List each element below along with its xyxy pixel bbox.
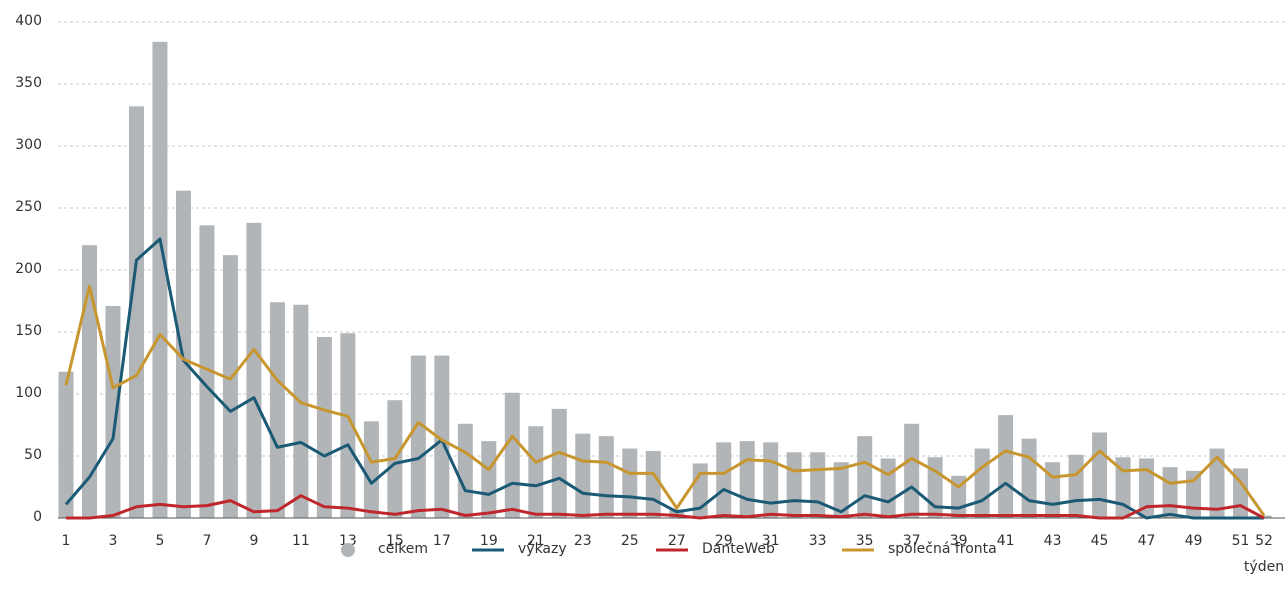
x-tick-label: 19 bbox=[480, 533, 498, 549]
x-tick-label: 5 bbox=[155, 533, 164, 549]
bar bbox=[269, 302, 285, 518]
bar bbox=[622, 448, 638, 518]
x-tick-label: 33 bbox=[809, 533, 827, 549]
bar bbox=[927, 457, 943, 518]
bar bbox=[152, 41, 168, 519]
x-tick-label: 35 bbox=[856, 533, 874, 549]
y-tick-label: 50 bbox=[24, 447, 42, 463]
bar bbox=[363, 421, 379, 518]
bar bbox=[58, 371, 74, 518]
x-tick-label: 27 bbox=[668, 533, 686, 549]
bar bbox=[1068, 454, 1084, 518]
x-tick-label: 3 bbox=[109, 533, 118, 549]
y-tick-label: 200 bbox=[15, 261, 42, 277]
x-tick-label: 43 bbox=[1044, 533, 1062, 549]
bar bbox=[1045, 462, 1061, 518]
bar bbox=[81, 245, 97, 518]
bar bbox=[551, 408, 567, 518]
bar bbox=[457, 423, 473, 518]
bar bbox=[504, 392, 520, 518]
line bbox=[64, 237, 1264, 520]
bar bbox=[481, 441, 497, 518]
bar bbox=[716, 442, 732, 518]
legend-marker bbox=[341, 543, 355, 557]
legend-label: DanteWeb bbox=[702, 541, 775, 557]
bar bbox=[669, 509, 685, 518]
y-tick-label: 250 bbox=[15, 199, 42, 215]
bar bbox=[974, 448, 990, 518]
bar bbox=[316, 336, 332, 518]
bar bbox=[857, 436, 873, 518]
bar bbox=[105, 305, 121, 518]
x-tick-label: 7 bbox=[202, 533, 211, 549]
x-tick-label: 11 bbox=[292, 533, 310, 549]
x-tick-label: 23 bbox=[574, 533, 592, 549]
bar bbox=[880, 458, 896, 518]
x-tick-label: 39 bbox=[950, 533, 968, 549]
line bbox=[64, 284, 1266, 517]
line bbox=[66, 494, 1265, 520]
bar bbox=[598, 436, 614, 518]
y-tick-label: 350 bbox=[15, 75, 42, 91]
bar bbox=[575, 433, 591, 518]
x-tick-label: 52 bbox=[1255, 533, 1273, 549]
legend-label: společná fronta bbox=[888, 541, 997, 557]
x-tick-label: 1 bbox=[62, 533, 71, 549]
bar bbox=[1186, 470, 1202, 518]
bar bbox=[998, 415, 1014, 518]
bar bbox=[1162, 467, 1178, 518]
bar bbox=[410, 355, 426, 518]
bar bbox=[222, 255, 238, 518]
x-tick-label: 17 bbox=[433, 533, 451, 549]
x-tick-label: 25 bbox=[621, 533, 639, 549]
bar bbox=[199, 225, 215, 519]
x-tick-label: 51 bbox=[1232, 533, 1250, 549]
bar bbox=[739, 441, 755, 518]
x-tick-label: 45 bbox=[1091, 533, 1109, 549]
y-tick-label: 400 bbox=[15, 13, 42, 29]
bar bbox=[128, 106, 144, 518]
x-tick-label: 41 bbox=[997, 533, 1015, 549]
bar bbox=[340, 333, 356, 518]
x-tick-label: 15 bbox=[386, 533, 404, 549]
bar bbox=[833, 462, 849, 518]
legend-label: výkazy bbox=[518, 541, 567, 557]
y-tick-label: 150 bbox=[15, 323, 42, 339]
bar bbox=[763, 442, 779, 518]
bar bbox=[246, 222, 262, 518]
x-tick-label: 21 bbox=[527, 533, 545, 549]
y-tick-label: 300 bbox=[15, 137, 42, 153]
bar bbox=[1092, 432, 1108, 518]
x-axis-label: týden bbox=[1244, 559, 1284, 575]
x-tick-label: 49 bbox=[1185, 533, 1203, 549]
x-tick-label: 9 bbox=[249, 533, 258, 549]
y-tick-label: 0 bbox=[33, 509, 42, 525]
bar bbox=[528, 426, 544, 518]
bar bbox=[293, 304, 309, 518]
bar bbox=[645, 451, 661, 518]
bar bbox=[904, 423, 920, 518]
x-tick-label: 29 bbox=[715, 533, 733, 549]
bar bbox=[434, 355, 450, 518]
bar bbox=[1209, 448, 1225, 518]
y-tick-label: 100 bbox=[15, 385, 42, 401]
bar bbox=[786, 452, 802, 518]
x-tick-label: 31 bbox=[762, 533, 780, 549]
bar bbox=[1021, 438, 1037, 518]
legend-label: celkem bbox=[378, 541, 428, 557]
bar bbox=[810, 452, 826, 518]
x-tick-label: 37 bbox=[903, 533, 921, 549]
x-tick-label: 47 bbox=[1138, 533, 1156, 549]
